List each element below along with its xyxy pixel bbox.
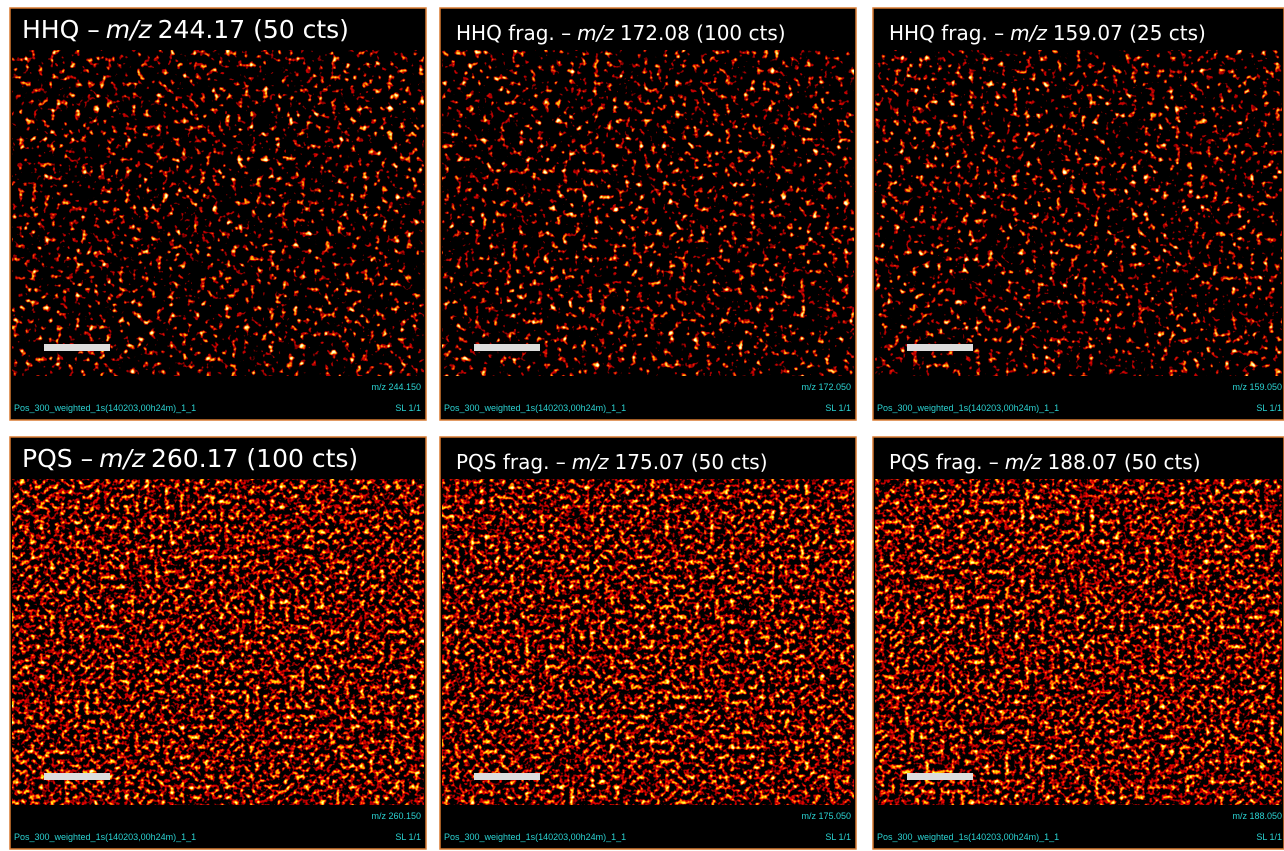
ion-image [12, 50, 424, 376]
scale-bar [474, 344, 540, 351]
title-prefix: PQS frag. – [889, 450, 999, 474]
title-prefix: PQS frag. – [456, 450, 566, 474]
file-name: Pos_300_weighted_1s(140203,00h24m)_1_1 [877, 832, 1059, 842]
title-prefix: HHQ – [22, 15, 100, 44]
slice-label: SL 1/1 [1256, 832, 1282, 842]
file-name: Pos_300_weighted_1s(140203,00h24m)_1_1 [14, 403, 196, 413]
mz-label: m/z 188.050 [1232, 811, 1282, 821]
title-mz: m/z [572, 450, 609, 474]
title-prefix: HHQ frag. – [889, 21, 1004, 45]
slice-label: SL 1/1 [825, 832, 851, 842]
title-mz: m/z [1005, 450, 1042, 474]
file-name: Pos_300_weighted_1s(140203,00h24m)_1_1 [444, 403, 626, 413]
ion-image [442, 50, 854, 376]
mz-label: m/z 159.050 [1232, 382, 1282, 392]
title-mz: m/z [577, 21, 614, 45]
ion-image [875, 50, 1282, 376]
file-name: Pos_300_weighted_1s(140203,00h24m)_1_1 [14, 832, 196, 842]
ion-image [12, 479, 424, 805]
title-mz: m/z [99, 444, 146, 473]
title-prefix: HHQ frag. – [456, 21, 571, 45]
scale-bar [907, 773, 973, 780]
mz-label: m/z 244.150 [371, 382, 421, 392]
mz-label: m/z 260.150 [371, 811, 421, 821]
mz-label: m/z 172.050 [801, 382, 851, 392]
slice-label: SL 1/1 [395, 403, 421, 413]
file-name: Pos_300_weighted_1s(140203,00h24m)_1_1 [877, 403, 1059, 413]
slice-label: SL 1/1 [1256, 403, 1282, 413]
title-value: 244.17 (50 cts) [158, 15, 349, 44]
title-mz: m/z [106, 15, 153, 44]
title-value: 159.07 (25 cts) [1053, 21, 1206, 45]
scale-bar [44, 773, 110, 780]
scale-bar [907, 344, 973, 351]
file-name: Pos_300_weighted_1s(140203,00h24m)_1_1 [444, 832, 626, 842]
slice-label: SL 1/1 [395, 832, 421, 842]
title-value: 172.08 (100 cts) [620, 21, 786, 45]
title-value: 260.17 (100 cts) [151, 444, 358, 473]
title-mz: m/z [1010, 21, 1047, 45]
title-value: 188.07 (50 cts) [1048, 450, 1201, 474]
title-prefix: PQS – [22, 444, 93, 473]
title-value: 175.07 (50 cts) [615, 450, 768, 474]
slice-label: SL 1/1 [825, 403, 851, 413]
figure: HHQ –m/z244.17 (50 cts)m/z 244.150SL 1/1… [0, 0, 1284, 851]
ion-image [442, 479, 854, 805]
scale-bar [474, 773, 540, 780]
ion-image [875, 479, 1282, 805]
mz-label: m/z 175.050 [801, 811, 851, 821]
scale-bar [44, 344, 110, 351]
